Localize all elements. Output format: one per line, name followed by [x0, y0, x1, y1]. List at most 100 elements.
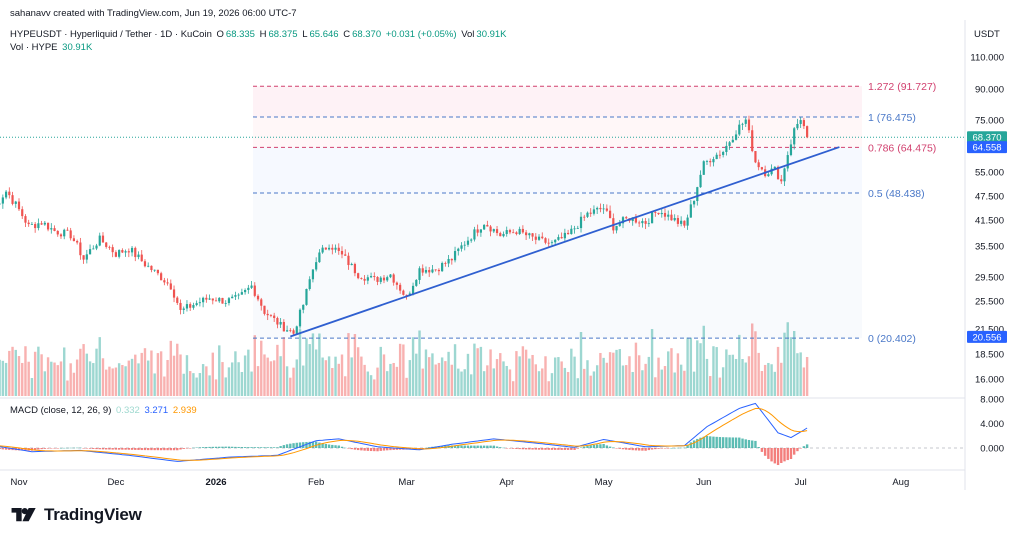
volume-bar: [356, 347, 360, 396]
macd-histogram-bar: [495, 446, 499, 448]
macd-histogram-bar: [340, 446, 344, 448]
candle-body: [357, 273, 360, 279]
volume-bar: [72, 372, 76, 396]
macd-histogram-bar: [72, 447, 76, 449]
volume-bar: [392, 362, 395, 396]
macd-tick-label: 4.000: [980, 419, 1004, 430]
candle-body: [24, 216, 27, 223]
candle-body: [137, 254, 140, 258]
macd-histogram-bar: [298, 442, 302, 448]
candle-body: [221, 297, 224, 304]
macd-histogram-bar: [718, 437, 722, 448]
fibonacci-retracement[interactable]: 1.272 (91.727) 1 (76.475) 0.786 (64.475) 0.…: [253, 81, 936, 345]
candlesticks: [0, 115, 809, 335]
volume-bar: [159, 351, 163, 396]
macd-histogram-bar: [0, 448, 1, 450]
trendline[interactable]: [290, 146, 840, 338]
candle-body: [405, 294, 408, 296]
candle-body: [88, 249, 92, 255]
candle-body: [46, 222, 50, 230]
volume-bar: [176, 343, 179, 396]
volume-bar: [289, 377, 292, 396]
macd-histogram-bar: [382, 448, 386, 451]
volume-bar: [731, 354, 735, 396]
volume-bar: [337, 363, 340, 396]
macd-histogram-bar: [463, 445, 466, 448]
ascending-trendline: [290, 146, 840, 338]
volume-bar: [599, 352, 602, 396]
volume-bar: [654, 377, 657, 396]
volume-bar: [499, 353, 502, 396]
candle-body: [150, 265, 153, 271]
macd-histogram-bar: [98, 448, 101, 450]
macd-histogram-bar: [715, 436, 718, 448]
volume-bar: [595, 365, 599, 396]
volume-bar: [21, 362, 24, 396]
macd-histogram-bar: [641, 448, 644, 451]
price-tick-label: 21.500: [975, 325, 1004, 336]
macd-histogram-bar: [728, 437, 731, 448]
candle-body: [34, 224, 37, 229]
volume-bar: [369, 375, 373, 396]
price-tick-label: 29.500: [975, 273, 1004, 284]
volume-bar: [444, 361, 447, 396]
candle-body: [224, 303, 227, 304]
volume-bar: [802, 367, 806, 396]
time-tick-label: Feb: [308, 477, 324, 488]
macd-histogram-bar: [285, 444, 289, 448]
candle-body: [111, 247, 114, 253]
volume-bar: [476, 348, 479, 396]
macd-histogram-bar: [59, 447, 63, 449]
macd-histogram-bar: [63, 447, 66, 449]
macd-histogram-bar: [150, 448, 153, 451]
macd-histogram-bar: [311, 441, 315, 448]
macd-histogram-bar: [780, 448, 783, 463]
candle-body: [447, 258, 450, 264]
volume-bar: [331, 368, 334, 396]
macd-histogram-bar: [50, 448, 53, 449]
volume-bar: [33, 351, 37, 396]
candle-body: [79, 242, 82, 256]
macd-histogram-bar: [40, 448, 43, 450]
volume-bar: [43, 371, 47, 396]
candle-body: [680, 220, 683, 224]
candle-body: [796, 123, 799, 129]
volume-bar: [457, 368, 460, 396]
volume-bar: [198, 373, 202, 396]
candle-body: [202, 297, 205, 303]
candle-body: [14, 201, 17, 204]
candle-body: [518, 228, 521, 235]
candle-body: [634, 217, 638, 223]
candle-body: [17, 201, 21, 210]
macd-histogram-bar: [214, 446, 218, 448]
volume-bar: [612, 352, 615, 396]
price-tick-label: 41.500: [975, 216, 1004, 227]
candle-body: [483, 224, 486, 230]
volume-bar: [376, 367, 379, 396]
volume-bar: [566, 372, 570, 396]
volume-bar: [30, 377, 34, 396]
volume-bar: [224, 377, 227, 396]
price-badge: [967, 141, 1007, 154]
macd-histogram-bar: [182, 448, 185, 449]
volume-bar: [418, 330, 421, 396]
volume-bar: [579, 332, 583, 396]
volume-legend[interactable]: Vol · HYPE 30.91K: [10, 42, 93, 53]
candle-body: [544, 238, 547, 243]
candle-body: [499, 233, 502, 237]
symbol-legend[interactable]: HYPEUSDT · Hyperliquid / Tether · 1D · K…: [10, 29, 507, 40]
candle-body: [667, 214, 670, 217]
candle-body: [163, 280, 166, 283]
candle-body: [140, 254, 143, 262]
candle-body: [63, 229, 66, 237]
volume-bar: [676, 353, 680, 396]
macd-legend[interactable]: MACD (close, 12, 26, 9) 0.332 3.271 2.93…: [10, 405, 197, 416]
time-tick-label: Jun: [696, 477, 711, 488]
fib-level-label: 1 (76.475): [868, 112, 916, 124]
macd-histogram-bar: [783, 448, 786, 462]
macd-histogram-bar: [421, 448, 424, 449]
volume-bar: [508, 369, 512, 396]
candle-body: [340, 250, 344, 255]
macd-histogram-bar: [253, 447, 256, 448]
